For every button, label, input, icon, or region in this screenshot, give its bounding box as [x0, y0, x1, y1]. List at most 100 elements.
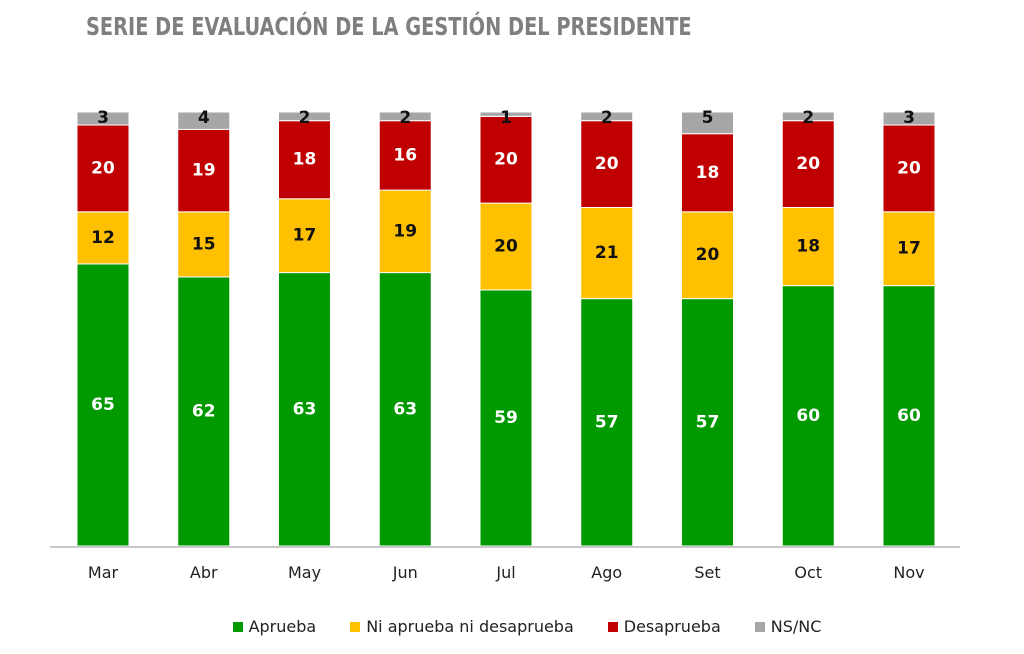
bar-segment-ni-aprueba-ni-desaprueba [781, 206, 835, 287]
bar-segment-aprueba [681, 298, 734, 547]
x-tick-label: May [288, 563, 321, 582]
legend-label: NS/NC [770, 617, 822, 636]
data-label-ni-aprueba-ni-desaprueba: 17 [897, 239, 921, 259]
data-label-aprueba: 59 [494, 408, 518, 428]
bar-group-may: 63 17 18 2 [278, 108, 331, 547]
bar-segment-ns-nc [681, 111, 734, 135]
bar-segment-desaprueba [580, 120, 634, 208]
data-label-aprueba: 57 [595, 412, 619, 432]
data-label-ns-nc: 2 [601, 108, 613, 128]
data-label-ni-aprueba-ni-desaprueba: 21 [595, 243, 619, 263]
bar-segment-ns-nc [781, 111, 835, 122]
bar-segment-ni-aprueba-ni-desaprueba [580, 206, 634, 300]
data-label-ns-nc: 2 [399, 108, 411, 128]
data-label-desaprueba: 20 [897, 158, 921, 178]
data-label-ns-nc: 4 [198, 108, 210, 128]
bar-segment-desaprueba [882, 124, 936, 213]
bar-group-mar: 65 12 20 3 [76, 108, 130, 547]
bars-layer: 65 12 20 3 62 15 19 4 63 17 18 2 63 19 16 2 59 20 20 1 57 21 2… [76, 108, 936, 547]
legend-item-ni-aprueba-ni-desaprueba: Ni aprueba ni desaprueba [350, 617, 574, 636]
bar-segment-ns-nc [580, 111, 634, 122]
bar-segment-ns-nc [882, 111, 936, 126]
data-label-ns-nc: 2 [802, 108, 814, 128]
bar-segment-desaprueba [278, 120, 331, 200]
x-tick-label: Jun [392, 563, 418, 582]
bar-segment-ni-aprueba-ni-desaprueba [278, 198, 331, 274]
legend: Aprueba Ni aprueba ni desaprueba Desaprueb… [0, 617, 1024, 636]
bar-group-abr: 62 15 19 4 [177, 108, 231, 547]
data-label-desaprueba: 18 [293, 150, 317, 170]
data-label-ns-nc: 1 [500, 108, 512, 128]
data-label-aprueba: 57 [696, 412, 720, 432]
bar-segment-ns-nc [76, 111, 130, 126]
data-label-ns-nc: 2 [299, 108, 311, 128]
bar-segment-ns-nc [378, 111, 432, 122]
data-label-aprueba: 63 [393, 399, 417, 419]
bar-group-ago: 57 21 20 2 [580, 108, 634, 547]
legend-label: Aprueba [248, 617, 317, 636]
data-label-aprueba: 65 [91, 395, 115, 415]
legend-item-ns-nc: NS/NC [754, 617, 822, 636]
data-label-ni-aprueba-ni-desaprueba: 15 [192, 234, 216, 254]
bar-segment-desaprueba [781, 120, 835, 208]
bar-group-jul: 59 20 20 1 [479, 108, 533, 547]
x-tick-label: Set [694, 563, 720, 582]
data-label-desaprueba: 20 [796, 154, 820, 174]
data-label-ni-aprueba-ni-desaprueba: 19 [393, 221, 417, 241]
bar-segment-aprueba [76, 263, 130, 547]
data-label-desaprueba: 16 [393, 145, 417, 165]
bar-group-oct: 60 18 20 2 [781, 108, 835, 547]
legend-swatch [754, 621, 765, 632]
data-label-desaprueba: 20 [494, 150, 518, 170]
data-label-desaprueba: 19 [192, 161, 216, 181]
x-tick-label: Ago [591, 563, 622, 582]
data-label-desaprueba: 20 [595, 154, 619, 174]
bar-segment-desaprueba [378, 120, 432, 191]
bar-group-jun: 63 19 16 2 [378, 108, 432, 547]
data-label-ni-aprueba-ni-desaprueba: 20 [696, 245, 720, 265]
bar-segment-desaprueba [681, 133, 734, 213]
legend-swatch [607, 621, 618, 632]
bar-segment-ns-nc [479, 111, 533, 117]
legend-item-aprueba: Aprueba [232, 617, 317, 636]
x-tick-label: Jul [495, 563, 515, 582]
data-label-ni-aprueba-ni-desaprueba: 18 [796, 237, 820, 257]
bar-segment-desaprueba [177, 128, 231, 213]
data-label-ns-nc: 3 [903, 108, 915, 128]
data-label-desaprueba: 18 [696, 163, 720, 183]
legend-label: Desaprueba [623, 617, 721, 636]
legend-swatch [350, 621, 361, 632]
bar-segment-aprueba [781, 285, 835, 547]
data-label-aprueba: 63 [293, 399, 317, 419]
chart-title: SERIE DE EVALUACIÓN DE LA GESTIÓN DEL PR… [86, 12, 692, 41]
bar-segment-aprueba [378, 272, 432, 547]
category-labels: Mar Abr May Jun Jul Ago Set Oct Nov [88, 563, 925, 582]
data-label-ni-aprueba-ni-desaprueba: 12 [91, 228, 115, 248]
legend-item-desaprueba: Desaprueba [607, 617, 721, 636]
bar-segment-aprueba [882, 285, 936, 547]
x-tick-label: Mar [88, 563, 119, 582]
bar-group-nov: 60 17 20 3 [882, 108, 936, 547]
bar-segment-ni-aprueba-ni-desaprueba [378, 189, 432, 274]
data-label-aprueba: 60 [796, 406, 820, 426]
bar-segment-ns-nc [177, 111, 231, 130]
bar-segment-desaprueba [76, 124, 130, 213]
data-label-ni-aprueba-ni-desaprueba: 17 [293, 226, 317, 246]
bar-segment-ni-aprueba-ni-desaprueba [177, 211, 231, 278]
data-label-aprueba: 60 [897, 406, 921, 426]
x-tick-label: Nov [893, 563, 924, 582]
data-label-desaprueba: 20 [91, 158, 115, 178]
bar-segment-aprueba [580, 298, 634, 547]
x-tick-label: Oct [794, 563, 822, 582]
data-label-ni-aprueba-ni-desaprueba: 20 [494, 237, 518, 257]
data-label-ns-nc: 5 [702, 108, 714, 128]
data-label-aprueba: 62 [192, 401, 216, 421]
x-tick-label: Abr [190, 563, 218, 582]
legend-swatch [232, 621, 243, 632]
data-label-ns-nc: 3 [97, 108, 109, 128]
legend-label: Ni aprueba ni desaprueba [366, 617, 574, 636]
bar-segment-ni-aprueba-ni-desaprueba [681, 211, 734, 300]
bar-segment-ns-nc [278, 111, 331, 122]
bar-group-set: 57 20 18 5 [681, 108, 734, 547]
